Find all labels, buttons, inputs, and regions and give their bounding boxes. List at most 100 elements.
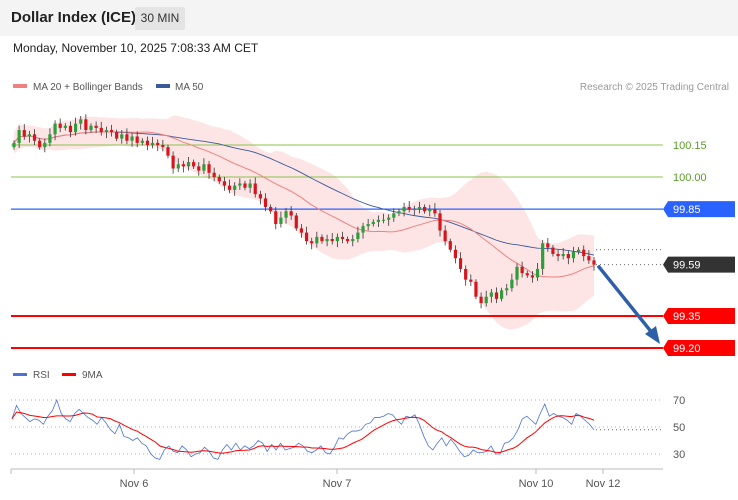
candle-body xyxy=(12,142,16,148)
candle xyxy=(505,283,509,296)
candle xyxy=(279,211,283,228)
candle xyxy=(263,193,268,212)
candle xyxy=(58,118,62,133)
candle-body xyxy=(500,290,504,299)
candle xyxy=(130,133,134,147)
candle xyxy=(361,222,365,239)
candle xyxy=(484,290,488,307)
chart-header: Dollar Index (ICE) 30 MIN xyxy=(0,0,738,36)
candle xyxy=(73,117,78,136)
level-tag-label-5: 99.20 xyxy=(673,343,701,355)
candle xyxy=(356,226,360,243)
candle xyxy=(407,200,411,213)
candle-body xyxy=(335,236,339,242)
candle xyxy=(448,238,452,253)
level-tag-2 xyxy=(663,201,735,218)
candle-body xyxy=(125,134,129,141)
candle xyxy=(150,136,155,149)
candle-body xyxy=(356,232,360,240)
forecast-arrow-group xyxy=(596,264,660,344)
x-tick-label-2: Nov 10 xyxy=(519,478,554,490)
candle-body xyxy=(525,273,529,276)
candle-body xyxy=(541,243,545,269)
candle xyxy=(423,204,427,214)
candle-body xyxy=(166,147,170,156)
candle-body xyxy=(510,279,514,289)
rsi-line xyxy=(11,398,595,460)
timeframe-badge[interactable]: 30 MIN xyxy=(135,7,185,30)
candle-body xyxy=(269,206,273,212)
candle-body xyxy=(294,215,298,229)
candle-body xyxy=(366,224,370,227)
candle xyxy=(115,129,119,142)
candle xyxy=(99,121,103,136)
candle-body xyxy=(515,266,519,280)
candle xyxy=(140,138,144,146)
forecast-arrow-line xyxy=(596,264,655,336)
candle-body xyxy=(222,181,227,186)
candle xyxy=(171,151,175,174)
candle xyxy=(269,204,273,214)
candle-body xyxy=(109,130,114,133)
candle-body xyxy=(176,164,180,169)
rsi-9ma-line xyxy=(11,411,595,454)
candle xyxy=(515,263,519,286)
candle-body xyxy=(202,164,206,171)
candle xyxy=(346,236,350,244)
legend-swatch-rsi xyxy=(13,373,27,376)
level-label-0: 100.15 xyxy=(673,140,707,152)
candle xyxy=(238,178,242,190)
candle xyxy=(340,231,345,244)
candle xyxy=(397,208,401,216)
candle-body xyxy=(94,125,98,128)
candle xyxy=(89,123,93,133)
candle-body xyxy=(161,145,165,148)
candle-body xyxy=(330,239,334,242)
candle-body xyxy=(489,292,493,297)
candle xyxy=(181,160,185,173)
candle xyxy=(217,174,221,184)
candle-body xyxy=(89,125,93,131)
candle xyxy=(577,247,581,255)
candle-body xyxy=(407,206,411,210)
candle-body xyxy=(484,296,488,304)
candle-body xyxy=(115,132,119,139)
candle xyxy=(294,212,298,231)
candle xyxy=(453,245,458,264)
candle xyxy=(587,250,591,264)
candle xyxy=(315,231,319,248)
candle-body xyxy=(417,206,422,210)
legend-label-ma20: MA 20 + Bollinger Bands xyxy=(33,82,143,93)
candle-body xyxy=(530,275,535,278)
candle-body xyxy=(135,136,139,143)
candle-body xyxy=(428,209,432,212)
candle-body xyxy=(479,296,483,304)
candle-body xyxy=(474,281,478,297)
candle xyxy=(310,237,314,250)
candle xyxy=(479,292,483,309)
candle xyxy=(500,287,504,302)
candle xyxy=(212,167,216,182)
candle xyxy=(207,160,211,179)
candle xyxy=(320,234,324,244)
candle-body xyxy=(561,253,565,257)
candle xyxy=(458,252,463,273)
candle xyxy=(325,234,329,247)
candle-body xyxy=(32,134,37,141)
candle xyxy=(145,136,150,151)
candle-body xyxy=(448,241,452,250)
candle-body xyxy=(150,142,155,145)
candle-body xyxy=(423,206,427,212)
candle xyxy=(17,125,21,148)
candle xyxy=(371,219,375,227)
candle-body xyxy=(458,258,463,269)
candle xyxy=(248,179,252,193)
candle-body xyxy=(263,198,268,207)
candle-body xyxy=(464,268,468,280)
candle-body xyxy=(197,166,201,171)
x-axis-labels: Nov 6 Nov 7 Nov 10 Nov 12 xyxy=(10,469,620,490)
level-tag-label-3: 99.59 xyxy=(673,260,701,272)
candle-body xyxy=(156,142,160,145)
candle xyxy=(299,224,304,238)
